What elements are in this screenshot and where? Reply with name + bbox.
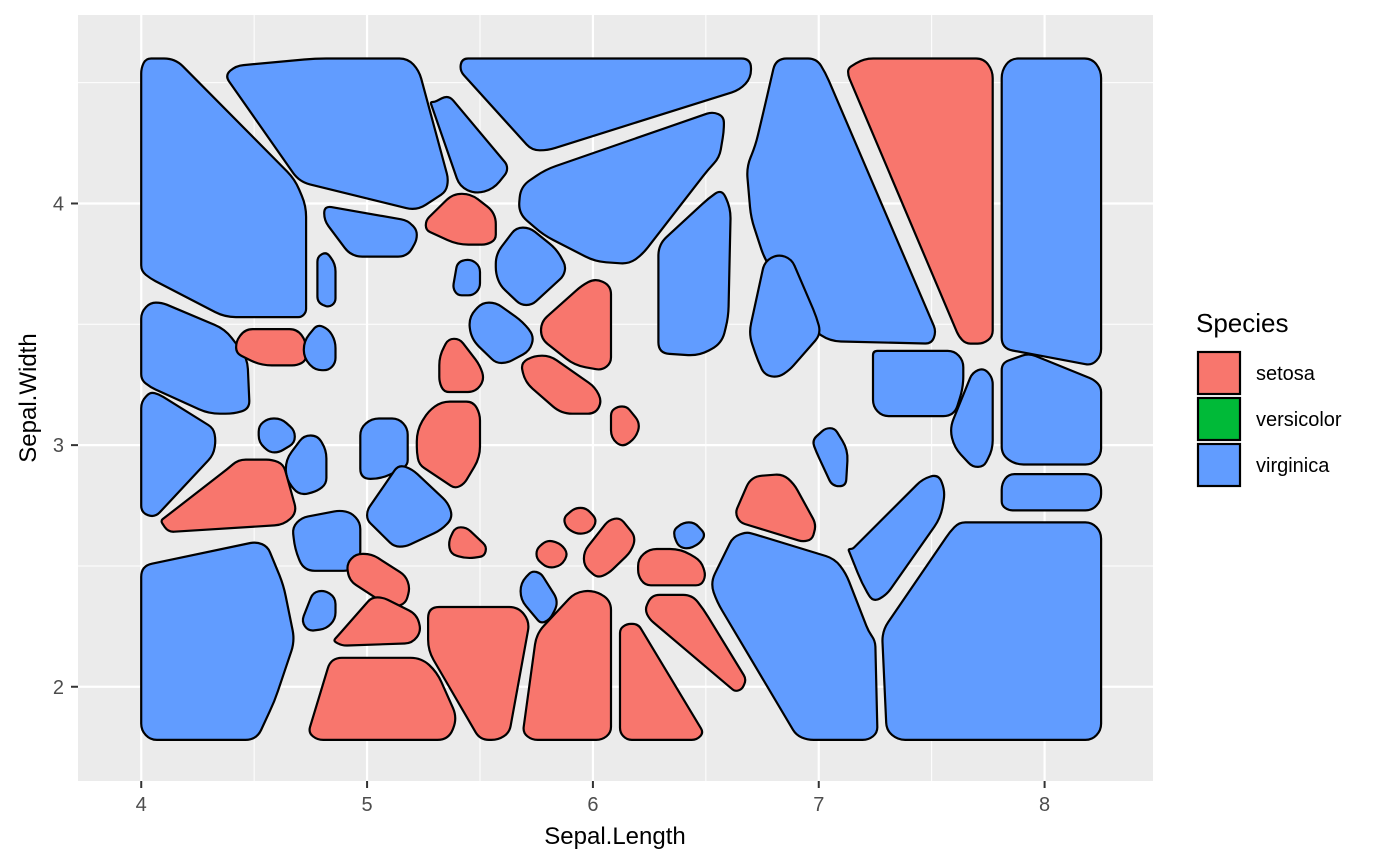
voronoi-cell-virginica <box>749 254 821 378</box>
voronoi-cell-virginica <box>316 252 337 308</box>
voronoi-cell-setosa <box>644 593 747 692</box>
voronoi-cell-virginica <box>284 434 328 496</box>
voronoi-cell-setosa <box>637 547 706 587</box>
voronoi-cell-virginica <box>519 570 558 624</box>
voronoi-cell-setosa <box>539 279 613 371</box>
voronoi-cell-virginica <box>950 368 994 468</box>
voronoi-cell-virginica <box>140 391 217 518</box>
legend-key-setosa <box>1196 350 1242 396</box>
y-tick-label: 4 <box>53 193 64 215</box>
voronoi-cell-virginica <box>140 301 251 415</box>
legend-key-virginica <box>1196 442 1242 488</box>
x-axis-title: Sepal.Length <box>544 823 685 850</box>
voronoi-cell-virginica <box>140 57 308 319</box>
y-axis-title: Sepal.Width <box>15 333 42 462</box>
voronoi-cell-virginica <box>657 190 732 357</box>
voronoi-cell-setosa <box>520 354 602 415</box>
voronoi-cell-setosa <box>160 458 297 533</box>
voronoi-cell-setosa <box>535 539 568 569</box>
legend-label-versicolor: versicolor <box>1256 409 1342 431</box>
voronoi-cell-virginica <box>871 349 965 418</box>
voronoi-cell-virginica <box>881 521 1103 741</box>
voronoi-cell-virginica <box>257 417 296 454</box>
voronoi-cell-virginica <box>301 589 337 632</box>
voronoi-cell-setosa <box>522 589 613 741</box>
x-tick-label: 5 <box>362 794 373 816</box>
y-axis: 2 3 4 <box>53 193 78 699</box>
voronoi-cell-virginica <box>292 509 362 572</box>
voronoi-cell-setosa <box>333 596 421 647</box>
legend: Species setosa versicolor virginica <box>1196 308 1342 488</box>
legend-key-versicolor <box>1196 396 1242 442</box>
voronoi-cell-setosa <box>582 517 636 578</box>
y-tick-label: 2 <box>53 677 64 699</box>
voronoi-cell-setosa <box>609 405 640 447</box>
voronoi-cell-virginica <box>711 531 879 741</box>
x-tick-label: 4 <box>136 794 147 816</box>
voronoi-cell-virginica <box>812 427 849 488</box>
voronoi-cell-setosa <box>427 605 530 741</box>
voronoi-cell-virginica <box>847 474 946 601</box>
voronoi-cells <box>140 57 1103 741</box>
x-axis: 4 5 6 7 8 <box>136 781 1050 816</box>
voronoi-cell-setosa <box>563 506 597 535</box>
legend-title: Species <box>1196 308 1289 338</box>
voronoi-cell-virginica <box>452 258 482 297</box>
voronoi-cell-virginica <box>429 95 509 194</box>
voronoi-cell-virginica <box>226 57 449 210</box>
voronoi-cell-virginica <box>359 417 409 480</box>
voronoi-cell-virginica <box>323 205 418 258</box>
voronoi-cell-virginica <box>1000 473 1103 512</box>
voronoi-cell-virginica <box>468 301 534 365</box>
voronoi-cell-virginica <box>302 324 337 372</box>
voronoi-cell-setosa <box>618 622 704 741</box>
voronoi-cell-virginica <box>1000 57 1103 366</box>
voronoi-cell-setosa <box>735 473 817 543</box>
voronoi-cell-setosa <box>308 656 457 741</box>
voronoi-cell-virginica <box>494 226 567 307</box>
voronoi-cell-setosa <box>438 337 485 394</box>
voronoi-cell-virginica <box>1000 353 1103 466</box>
voronoi-cell-virginica <box>366 465 453 548</box>
x-tick-label: 6 <box>587 794 598 816</box>
voronoi-cell-virginica <box>459 57 753 152</box>
legend-label-setosa: setosa <box>1256 363 1316 385</box>
voronoi-cell-virginica <box>518 111 725 265</box>
voronoi-cell-setosa <box>415 400 482 489</box>
voronoi-cell-virginica <box>140 541 295 741</box>
legend-label-virginica: virginica <box>1256 455 1330 477</box>
voronoi-cell-setosa <box>424 192 497 246</box>
voronoi-cell-setosa <box>847 57 994 345</box>
x-tick-label: 8 <box>1039 794 1050 816</box>
x-tick-label: 7 <box>813 794 824 816</box>
voronoi-cell-setosa <box>448 526 487 560</box>
y-tick-label: 3 <box>53 435 64 457</box>
voronoi-cell-virginica <box>673 521 706 550</box>
